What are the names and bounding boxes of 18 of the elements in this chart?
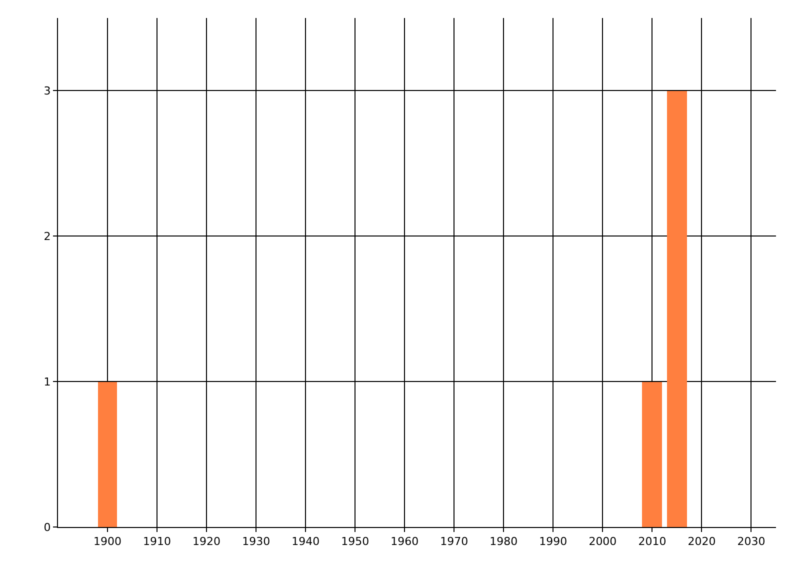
x-tick-label: 1910 [143, 535, 172, 548]
x-tick-label: 1960 [390, 535, 419, 548]
x-tick-label: 1980 [490, 535, 518, 548]
y-tick-label: 3 [44, 84, 51, 98]
x-tick-label: 1990 [539, 535, 568, 548]
x-tick-label: 1900 [94, 535, 122, 548]
y-tick-label: 2 [44, 230, 51, 243]
x-tick-label: 1920 [192, 535, 221, 548]
x-tick-label: 2030 [737, 535, 766, 548]
x-tick-label: 2010 [638, 535, 666, 548]
x-tick-label: 1940 [292, 535, 320, 548]
y-tick-label: 1 [44, 375, 51, 388]
x-tick-label: 2020 [688, 535, 716, 548]
x-tick-label: 2000 [588, 535, 617, 548]
x-tick-label: 1930 [242, 535, 270, 548]
y-tick-label: 0 [44, 520, 51, 534]
x-tick-label: 1970 [440, 535, 468, 548]
x-tick-label: 1950 [341, 535, 370, 548]
